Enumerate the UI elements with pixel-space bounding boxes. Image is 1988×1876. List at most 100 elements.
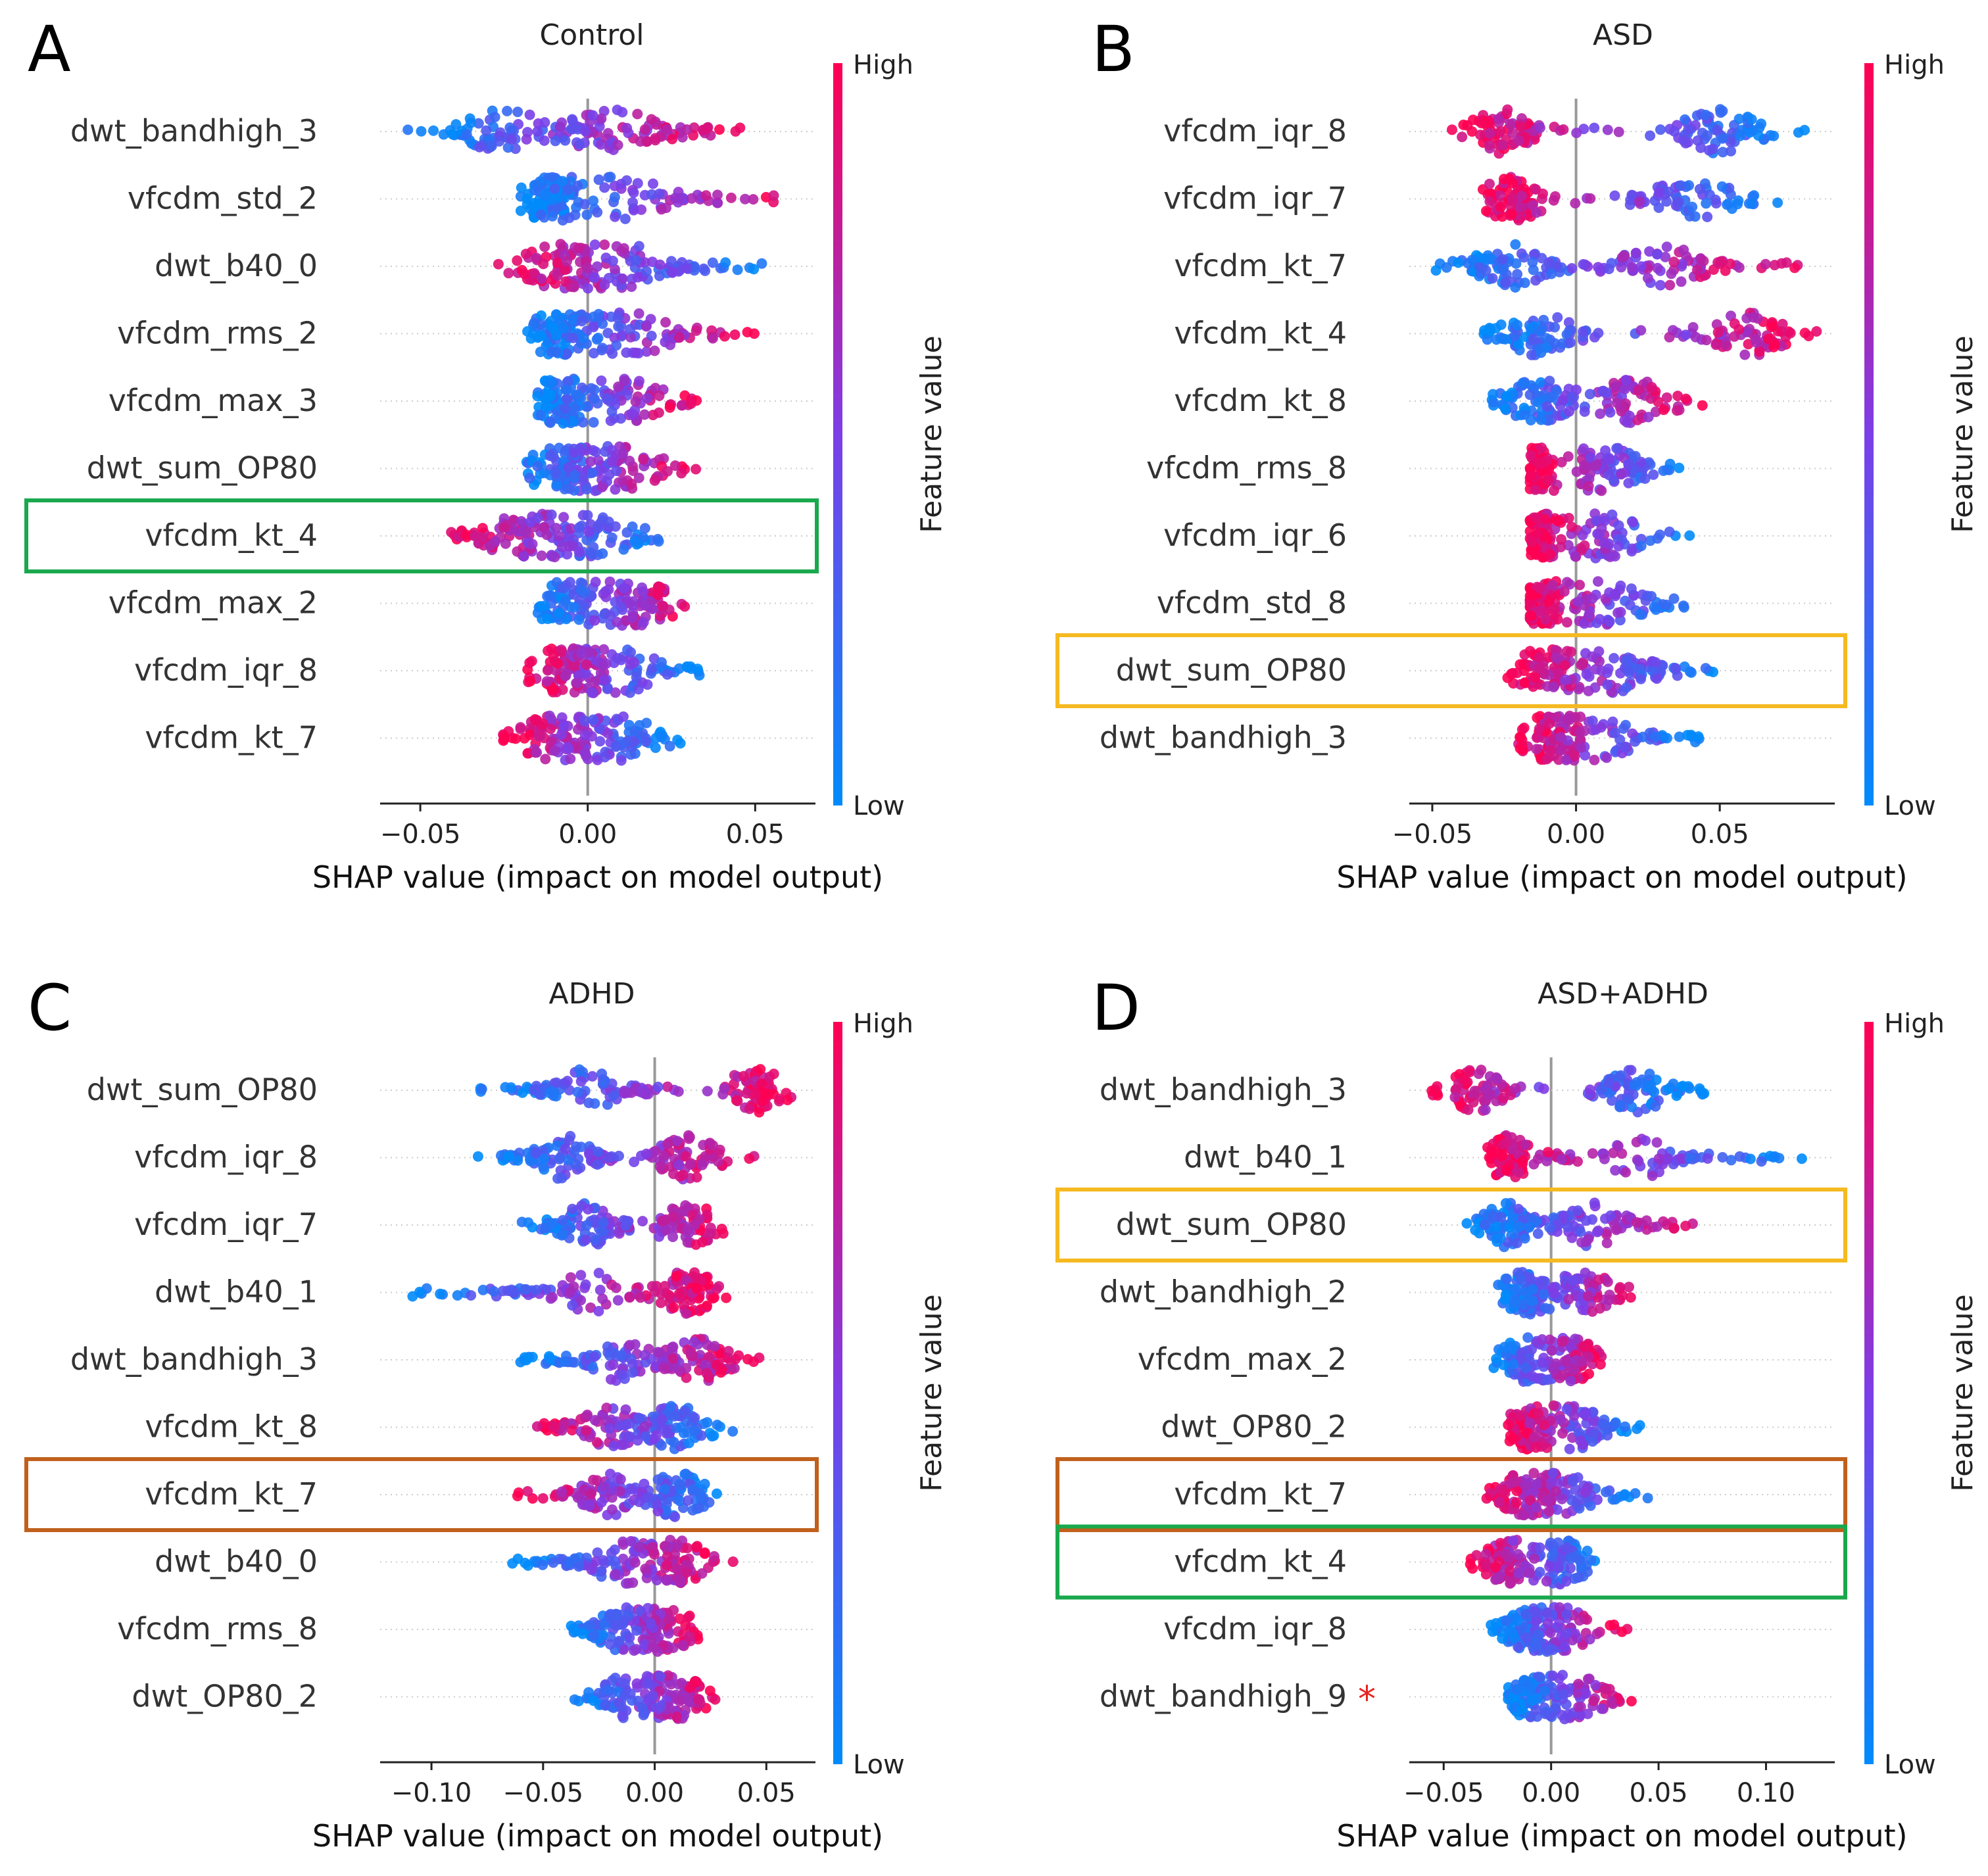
colorbar-high-label: High: [1884, 50, 1945, 80]
colorbar: [833, 1022, 842, 1764]
beeswarm-vfcdm_iqr_8: [522, 643, 705, 698]
shap-point: [571, 389, 582, 400]
shap-point: [674, 1574, 685, 1585]
shap-point: [609, 1556, 620, 1567]
feature-label: vfcdm_kt_8: [145, 1409, 318, 1445]
shap-point: [1480, 1104, 1491, 1115]
panel-letter: B: [1092, 12, 1135, 86]
shap-point: [610, 741, 621, 752]
shap-point: [625, 647, 637, 658]
shap-point: [1527, 200, 1538, 211]
shap-point: [1538, 1083, 1549, 1094]
shap-point: [503, 1151, 514, 1162]
shap-point: [1754, 346, 1765, 357]
shap-point: [531, 1284, 542, 1295]
shap-point: [1693, 731, 1704, 742]
feature-label: vfcdm_kt_7: [145, 720, 318, 756]
shap-point: [1500, 403, 1511, 414]
shap-point: [1545, 548, 1556, 560]
shap-point: [609, 1544, 620, 1555]
shap-point: [1729, 331, 1740, 342]
shap-point: [679, 1406, 691, 1417]
panel-letter: A: [28, 12, 71, 86]
shap-point: [596, 113, 607, 124]
shap-point: [610, 1672, 621, 1683]
shap-point: [1519, 409, 1530, 420]
beeswarm-vfcdm_max_3: [532, 373, 702, 429]
shap-point: [572, 1086, 583, 1097]
beeswarm-dwt_bandhigh_3: [1426, 1065, 1710, 1118]
shap-point: [698, 124, 709, 135]
shap-point: [639, 124, 650, 135]
shap-point: [579, 730, 591, 740]
shap-point: [689, 1425, 700, 1436]
shap-point: [681, 661, 692, 672]
shap-point: [573, 522, 585, 533]
shap-point: [649, 475, 660, 486]
shap-point: [619, 1420, 631, 1431]
shap-point: [611, 466, 622, 476]
shap-point: [604, 1639, 616, 1650]
shap-point: [658, 1424, 669, 1435]
shap-point: [521, 133, 532, 145]
shap-point: [1615, 1099, 1626, 1111]
shap-point: [585, 1488, 596, 1499]
shap-point: [560, 264, 571, 276]
colorbar-axis-label: Feature value: [915, 1294, 948, 1491]
shap-point: [1540, 613, 1551, 625]
shap-point: [639, 1421, 650, 1432]
panel-B: B ASDvfcdm_iqr_8vfcdm_iqr_7vfcdm_kt_7vfcd…: [1055, 12, 1979, 895]
shap-point: [673, 1159, 685, 1170]
shap-point: [656, 1414, 667, 1425]
shap-point: [1543, 475, 1553, 486]
shap-point: [502, 105, 513, 116]
shap-point: [682, 1543, 692, 1554]
shap-point: [709, 1341, 720, 1352]
shap-point: [1517, 1155, 1528, 1166]
shap-point: [1517, 377, 1528, 389]
shap-point: [1717, 105, 1728, 116]
shap-point: [598, 1078, 608, 1090]
shap-point: [596, 1566, 606, 1577]
shap-point: [1507, 667, 1518, 679]
shap-point: [629, 1557, 641, 1568]
shap-point: [1642, 273, 1653, 283]
x-tick-label: 0.05: [1691, 819, 1749, 850]
shap-point: [689, 1337, 700, 1347]
shap-point: [1650, 657, 1661, 668]
shap-point: [606, 532, 618, 543]
shap-point: [627, 521, 638, 532]
shap-point: [628, 204, 639, 216]
shap-point: [566, 416, 577, 427]
shap-point: [551, 1077, 562, 1088]
shap-point: [1578, 443, 1589, 454]
shap-point: [727, 1426, 739, 1437]
shap-point: [1513, 1166, 1524, 1178]
shap-point: [655, 582, 666, 593]
shap-point: [608, 1441, 619, 1451]
shap-point: [599, 182, 610, 193]
shap-point: [1534, 122, 1545, 133]
shap-point: [662, 466, 673, 477]
shap-point: [1483, 1088, 1494, 1099]
shap-point: [1538, 314, 1549, 325]
shap-point: [618, 544, 629, 555]
shap-point: [632, 108, 643, 120]
shap-point: [662, 1560, 673, 1571]
shap-point: [625, 749, 637, 760]
shap-point: [1607, 716, 1618, 727]
panel-letter: C: [28, 971, 72, 1045]
shap-point: [1722, 199, 1733, 210]
shap-point: [1548, 681, 1559, 692]
shap-point: [1524, 389, 1536, 400]
shap-point: [1776, 258, 1787, 269]
beeswarm-vfcdm_iqr_8: [473, 1130, 760, 1185]
shap-point: [603, 584, 614, 595]
shap-point: [1584, 389, 1595, 400]
shap-point: [1661, 599, 1672, 610]
shap-point: [691, 325, 702, 336]
shap-point: [531, 747, 543, 758]
shap-point: [597, 318, 608, 329]
shap-point: [1539, 514, 1551, 525]
